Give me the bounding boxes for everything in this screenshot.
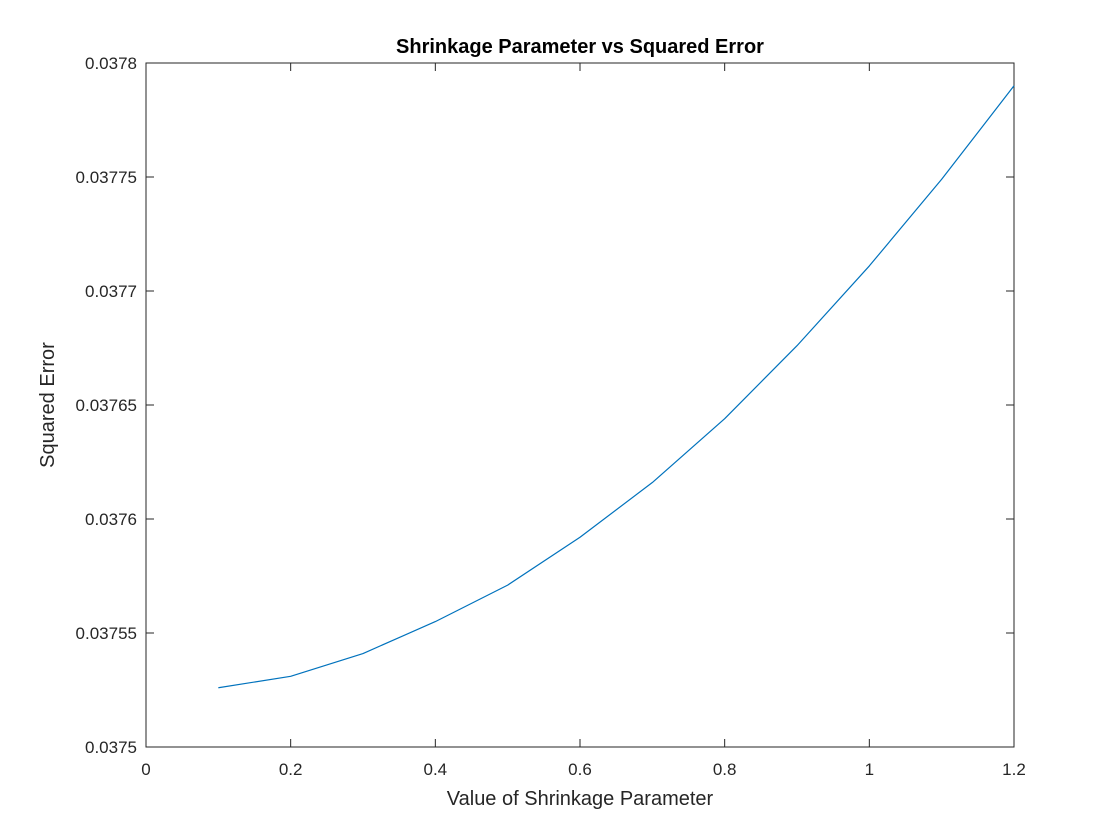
y-tick-label: 0.03775: [76, 168, 137, 187]
x-tick-label: 0.6: [568, 760, 592, 779]
x-axis-ticks: 0 0.2 0.4 0.6 0.8 1 1.2: [141, 63, 1026, 779]
y-tick-label: 0.03765: [76, 396, 137, 415]
y-tick-label: 0.03755: [76, 624, 137, 643]
x-tick-label: 0.2: [279, 760, 303, 779]
x-tick-label: 1: [865, 760, 874, 779]
y-axis-ticks: 0.0375 0.03755 0.0376 0.03765 0.0377 0.03775 0…: [76, 54, 1014, 757]
y-tick-label: 0.0377: [85, 282, 137, 301]
chart-title: Shrinkage Parameter vs Squared Error: [396, 36, 764, 58]
series-line: [218, 85, 1015, 689]
y-tick-label: 0.0378: [85, 54, 137, 73]
plot-area: [145, 62, 1015, 748]
y-axis-title: Squared Error: [37, 342, 59, 468]
y-tick-label: 0.0376: [85, 510, 137, 529]
x-tick-label: 0.4: [424, 760, 448, 779]
y-tick-label: 0.0375: [85, 738, 137, 757]
x-axis-title: Value of Shrinkage Parameter: [447, 788, 714, 810]
series-group: [218, 85, 1015, 689]
x-tick-label: 1.2: [1002, 760, 1026, 779]
x-tick-label: 0: [141, 760, 150, 779]
x-tick-label: 0.8: [713, 760, 737, 779]
